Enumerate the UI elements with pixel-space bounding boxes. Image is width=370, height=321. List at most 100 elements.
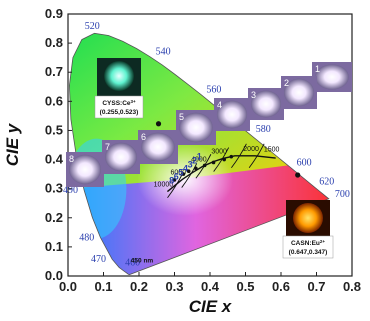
- wavelength-label: 620: [319, 176, 334, 187]
- wavelength-label: 700: [335, 189, 350, 200]
- cct-label: 3000: [211, 148, 227, 155]
- x-tick-label: 0.0: [59, 279, 77, 294]
- inset-number: 2: [284, 78, 289, 88]
- inset-caption-box: [94, 95, 144, 119]
- cct-label: 1500: [264, 147, 280, 154]
- isotemp-line: [213, 147, 230, 172]
- x-tick-label: 0.8: [343, 279, 361, 294]
- y-tick-label: 0.3: [45, 181, 63, 196]
- red-caption-sup: 2+: [320, 239, 326, 244]
- wavelength-label: 480: [79, 232, 94, 243]
- isotemp-line: [248, 143, 265, 169]
- data-point: [211, 160, 216, 165]
- inset-number: 3: [251, 90, 256, 100]
- isotemp-line: [167, 173, 183, 199]
- spectral-locus: [68, 32, 330, 275]
- red-caption-line2: (0.647,0.347): [289, 249, 328, 256]
- x-axis-title: CIE x: [189, 297, 233, 316]
- y-tick-label: 0.7: [45, 64, 63, 79]
- inset-glow: [293, 203, 323, 233]
- inset-caption-box: [282, 235, 334, 259]
- green-caption-line1: CYSS:Ce3+: [102, 99, 136, 108]
- cct-point-number: 2: [192, 155, 197, 165]
- green-phosphor-inset: CYSS:Ce3+(0.255,0.523): [94, 58, 144, 119]
- y-tick-label: 0.4: [45, 152, 64, 167]
- x-tick-label: 0.4: [201, 279, 220, 294]
- inset-glow: [250, 90, 282, 118]
- data-point: [202, 163, 207, 168]
- photo-inset: 2: [281, 76, 317, 109]
- cct-label: 2000: [243, 146, 259, 153]
- cct-label: 6000: [171, 169, 187, 176]
- inset-number: 8: [69, 154, 74, 164]
- inset-glow: [315, 64, 349, 90]
- inset-glow: [104, 61, 134, 91]
- cct-label: 4000: [191, 156, 207, 163]
- x-tick-label: 0.6: [272, 279, 290, 294]
- planckian-locus: [166, 155, 276, 193]
- x-tick-label: 0.3: [165, 279, 183, 294]
- photo-inset: 7: [102, 140, 140, 174]
- y-tick-label: 0.1: [45, 239, 63, 254]
- red-caption-line1: CASN:Eu2+: [291, 239, 325, 248]
- y-axis-title: CIE y: [3, 122, 22, 166]
- excitation-label: 450 nm: [131, 257, 154, 264]
- inset-glow: [69, 154, 101, 185]
- data-point: [229, 154, 234, 159]
- photo-inset: 5: [176, 110, 216, 145]
- inset-glow: [141, 132, 175, 162]
- inset-number: 7: [105, 142, 110, 152]
- wavelength-label: 600: [297, 158, 312, 169]
- wavelength-label: 580: [256, 124, 271, 135]
- x-tick-label: 0.2: [130, 279, 148, 294]
- cct-point-number: 3: [188, 159, 193, 169]
- photo-inset: 8: [66, 152, 104, 187]
- data-point: [295, 172, 301, 178]
- cct-point-number: 1: [197, 151, 202, 161]
- inset-glow: [283, 78, 315, 107]
- red-phosphor-inset: CASN:Eu2+(0.647,0.347): [282, 200, 334, 259]
- data-point: [222, 157, 226, 162]
- cct-point-number: 5: [178, 167, 183, 177]
- cct-label: 10000: [154, 182, 174, 189]
- green-caption-sup: 3+: [131, 99, 137, 104]
- inset-number: 1: [315, 64, 320, 74]
- data-point: [194, 166, 198, 171]
- wavelength-label: 540: [156, 47, 171, 58]
- data-point: [172, 178, 177, 182]
- photo-inset: 3: [248, 88, 284, 120]
- photo-inset: 4: [214, 98, 250, 131]
- y-tick-label: 0.9: [45, 6, 63, 21]
- y-tick-label: 0.8: [45, 35, 63, 50]
- inset-number: 5: [179, 112, 184, 122]
- data-point: [155, 121, 162, 127]
- y-tick-label: 0.6: [45, 93, 63, 108]
- photo-inset: 6: [138, 130, 178, 164]
- photo-inset: 1: [312, 62, 352, 92]
- inset-glow: [216, 100, 248, 129]
- plot-area: 0.0 0.1 0.2 0.3 0.4 0.5 0.6 0.7 0.8 0.0 0.1 0.2 0.3 0…: [3, 6, 361, 316]
- data-point: [186, 169, 191, 173]
- x-tick-label: 0.5: [236, 279, 254, 294]
- data-point: [181, 172, 186, 176]
- isotemp-line: [181, 163, 198, 188]
- inset-glow: [105, 142, 137, 172]
- inset-glow: [179, 112, 213, 143]
- isotemp-line: [231, 143, 247, 169]
- cct-point-number: 8: [169, 175, 174, 185]
- y-tick-label: 0.2: [45, 210, 63, 225]
- wavelength-label: 460: [125, 257, 140, 268]
- cct-point-number: 4: [183, 163, 188, 173]
- x-tick-label: 0.7: [307, 279, 325, 294]
- wavelength-label: 560: [206, 84, 221, 95]
- green-caption-line2: (0.255,0.523): [100, 109, 139, 116]
- wavelength-label: 470: [91, 254, 106, 265]
- x-tick-label: 0.1: [94, 279, 112, 294]
- wavelength-label: 490: [63, 185, 78, 196]
- wavelength-label: 520: [85, 21, 100, 32]
- inset-number: 4: [217, 100, 222, 110]
- inset-number: 6: [141, 132, 146, 142]
- cct-point-number: 6: [174, 171, 179, 181]
